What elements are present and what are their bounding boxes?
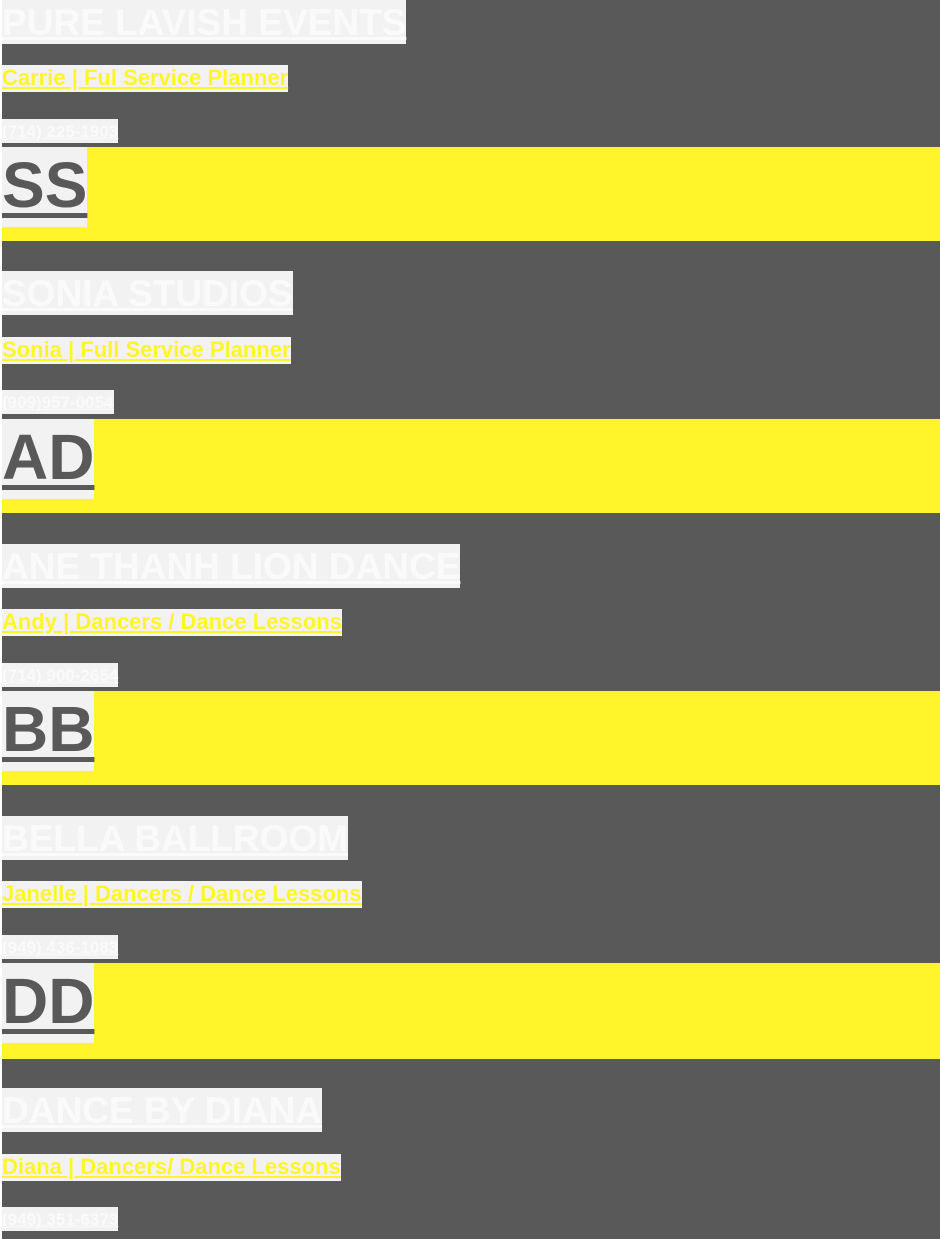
vendor-phone-link[interactable]: (909)957-0054 <box>2 390 114 414</box>
vendor-contact-link[interactable]: Carrie | Ful Service Planner <box>2 65 289 92</box>
monogram-band: AD <box>2 419 940 513</box>
vendor-contact-link[interactable]: Diana | Dancers/ Dance Lessons <box>2 1154 341 1181</box>
vendor-name-link[interactable]: PURE LAVISH EVENTS <box>2 0 407 44</box>
vendor-phone-link[interactable]: (949) 351-6373 <box>2 1207 119 1231</box>
vendor-card-ane-thanh-lion-dance: ANE THANH LION DANCE Andy | Dancers / Da… <box>2 513 940 691</box>
vendor-phone-link[interactable]: (714) 225-1903 <box>2 119 119 143</box>
monogram-band: SS <box>2 147 940 241</box>
monogram-link[interactable]: AD <box>2 419 95 499</box>
monogram-band: DD <box>2 963 940 1059</box>
monogram-link[interactable]: DD <box>2 963 95 1043</box>
vendor-name-link[interactable]: SONIA STUDIOS <box>2 271 293 315</box>
vendor-card-bella-ballroom: BELLA BALLROOM Janelle | Dancers / Dance… <box>2 785 940 963</box>
vendor-card-dance-by-diana: DANCE BY DIANA Diana | Dancers/ Dance Le… <box>2 1059 940 1239</box>
vendor-card-sonia-studios: SONIA STUDIOS Sonia | Full Service Plann… <box>2 241 940 419</box>
vendor-phone-link[interactable]: (714) 900-2654 <box>2 663 119 687</box>
vendor-phone-link[interactable]: (949) 436-1083 <box>2 935 119 959</box>
monogram-link[interactable]: SS <box>2 147 88 227</box>
vendor-contact-link[interactable]: Janelle | Dancers / Dance Lessons <box>2 881 362 908</box>
vendor-contact-link[interactable]: Sonia | Full Service Planner <box>2 337 291 364</box>
vendor-name-link[interactable]: BELLA BALLROOM <box>2 816 348 860</box>
monogram-link[interactable]: BB <box>2 691 95 771</box>
monogram-band: BB <box>2 691 940 785</box>
vendor-card-pure-lavish-events: PURE LAVISH EVENTS Carrie | Ful Service … <box>2 0 940 147</box>
vendor-contact-link[interactable]: Andy | Dancers / Dance Lessons <box>2 609 342 636</box>
vendor-name-link[interactable]: ANE THANH LION DANCE <box>2 544 461 588</box>
vendor-name-link[interactable]: DANCE BY DIANA <box>2 1088 323 1132</box>
